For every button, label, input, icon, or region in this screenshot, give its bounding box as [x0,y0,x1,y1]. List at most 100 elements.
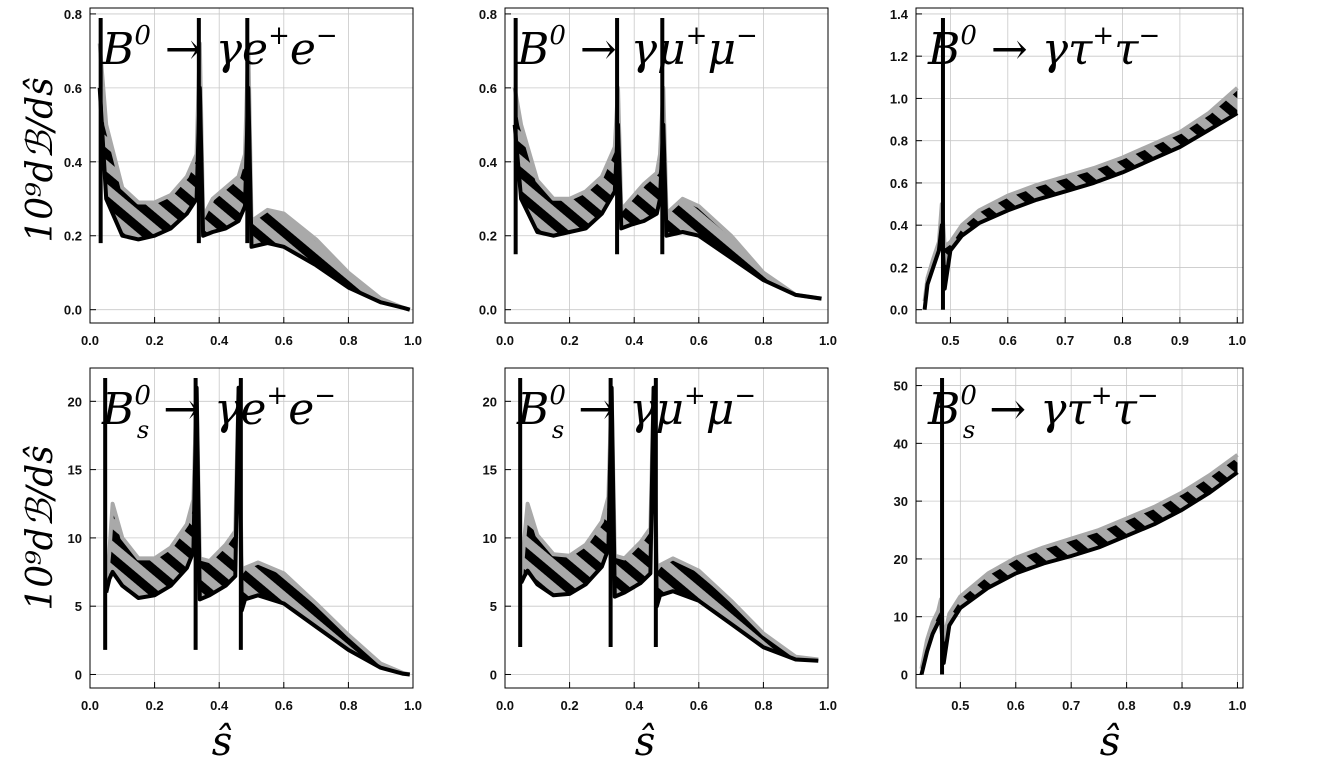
svg-text:B0s → γτ+τ−: B0 s → γτ+τ− [927,381,1159,444]
y-tick-label: 0.4 [890,218,909,233]
x-tick-label: 0.9 [1173,698,1191,713]
svg-text:B0s → γe+e−: B0 s → γe+e− [101,381,336,444]
panel-bs-mumu: 0.0 0.2 0.4 0.6 0.8 1.0 0 5 10 15 20 B0 s → γμ+μ− [483,367,837,713]
x-tick-label: 0.8 [754,333,772,348]
plot-area [90,368,413,688]
x-tick-label: 0.9 [1171,333,1189,348]
x-tick-label: 1.0 [1228,333,1246,348]
panel-title-bs-tautau: B0 s → γτ+τ− [927,381,1159,444]
svg-text:B0 → γe+e−: B0 → γe+e− [101,21,338,75]
x-tick-label: 0.2 [561,333,579,348]
x-tick-label: 0.8 [1113,333,1131,348]
plot-area [505,368,828,688]
y-tick-label: 0.0 [479,303,497,318]
x-tick-label: 0.6 [690,698,708,713]
y-tick-label: 0.6 [890,176,908,191]
y-tick-label: 5 [490,599,497,614]
y-tick-label: 0 [490,667,497,682]
x-tick-label: 0.6 [275,333,293,348]
y-tick-label: 50 [894,379,908,394]
x-tick-label: 0.0 [81,698,99,713]
x-tick-label: 0.6 [1007,698,1025,713]
x-tick-label: 0.2 [146,698,164,713]
y-tick-label: 0.4 [64,155,83,170]
svg-text:B0s → γμ+μ−: B0 s → γμ+μ− [516,381,756,444]
y-tick-label: 0.2 [64,229,82,244]
y-tick-label: 0.8 [479,7,497,22]
series-lower-b0-tautau [922,111,1239,310]
y-tick-label: 30 [894,494,908,509]
panel-b0-tautau: 0.5 0.6 0.7 0.8 0.9 1.0 0.0 0.2 0.4 0.6 0.8 1.0 1.2 1… [890,7,1246,348]
x-axis-label-1: ŝ [212,719,233,765]
series-upper-b0-ee [97,41,411,312]
series-upper-bs-tautau [919,453,1239,670]
x-axis-label-3: ŝ [1100,719,1121,765]
y-tick-label: 40 [894,436,908,451]
y-tick-label: 0.8 [64,7,82,22]
x-tick-label: 0.2 [561,698,579,713]
panel-bs-ee: 0.0 0.2 0.4 0.6 0.8 1.0 0 5 10 15 20 B0 s → γe+e− [68,367,422,713]
x-tick-label: 0.4 [625,333,644,348]
x-tick-label: 1.0 [819,333,837,348]
x-tick-label: 0.8 [339,698,357,713]
y-tick-label: 1.2 [890,49,908,64]
y-tick-label: 0.2 [890,260,908,275]
x-tick-label: 0.0 [496,333,514,348]
panel-b0-mumu: 0.0 0.2 0.4 0.6 0.8 1.0 0.0 0.2 0.4 0.6 0.8 B0 → γμ… [479,7,837,348]
y-tick-label: 20 [894,552,908,567]
panel-title-bs-mumu: B0 s → γμ+μ− [516,381,756,444]
series-lower-bs-ee [104,385,411,677]
y-tick-label: 0 [901,667,908,682]
x-axis-label-2: ŝ [635,719,656,765]
series-lower-bs-mumu [519,385,819,663]
x-tick-label: 0.6 [690,333,708,348]
y-tick-label: 0.6 [64,81,82,96]
x-tick-label: 1.0 [404,698,422,713]
y-tick-label: 0.6 [479,81,497,96]
x-tick-label: 0.4 [210,333,229,348]
y-tick-label: 1.0 [890,91,908,106]
band-bs-tautau [921,454,1238,675]
plot-frame [915,7,1244,324]
y-tick-label: 15 [483,463,497,478]
y-tick-label: 10 [894,610,908,625]
y-tick-label: 0.2 [479,229,497,244]
series-lower-bs-tautau [919,470,1239,675]
y-tick-label: 5 [75,599,82,614]
panel-bs-tautau: 0.5 0.6 0.7 0.8 0.9 1.0 0 10 20 30 40 50 B0 s → γτ+τ− [894,367,1246,713]
svg-text:B0 → γμ+μ−: B0 → γμ+μ− [516,21,758,75]
x-tick-label: 0.6 [275,698,293,713]
y-tick-label: 0.4 [479,155,498,170]
x-tick-label: 0.0 [496,698,514,713]
plot-frame [89,367,414,689]
svg-text:B0 → γτ+τ−: B0 → γτ+τ− [927,21,1160,75]
plot-frame [915,367,1244,689]
y-axis-label-bottom: 10⁹dℬ/dŝ [20,445,61,610]
x-tick-label: 0.5 [941,333,959,348]
x-tick-label: 0.4 [625,698,644,713]
x-tick-label: 0.7 [1062,698,1080,713]
x-tick-label: 1.0 [1228,698,1246,713]
plot-area [916,8,1243,323]
x-tick-label: 0.6 [999,333,1017,348]
y-tick-label: 0 [75,667,82,682]
series-upper-bs-ee [104,385,411,677]
y-tick-label: 1.4 [890,7,909,22]
x-tick-label: 1.0 [819,698,837,713]
x-tick-label: 0.7 [1056,333,1074,348]
x-tick-label: 0.4 [210,698,229,713]
x-tick-label: 1.0 [404,333,422,348]
x-tick-label: 0.8 [339,333,357,348]
panel-title-bs-ee: B0 s → γe+e− [101,381,336,444]
panel-title-b0-ee: B0 → γe+e− [101,21,338,75]
y-tick-label: 0.8 [890,134,908,149]
y-tick-label: 20 [483,394,497,409]
plot-frame [504,367,829,689]
plot-area [916,368,1243,688]
y-tick-label: 15 [68,463,82,478]
panel-b0-ee: 0.0 0.2 0.4 0.6 0.8 1.0 0.0 0.2 0.4 0.6 0.8 B0 → γe… [64,7,422,348]
x-tick-label: 0.8 [1118,698,1136,713]
x-tick-label: 0.5 [951,698,969,713]
series-upper-bs-mumu [519,385,819,662]
